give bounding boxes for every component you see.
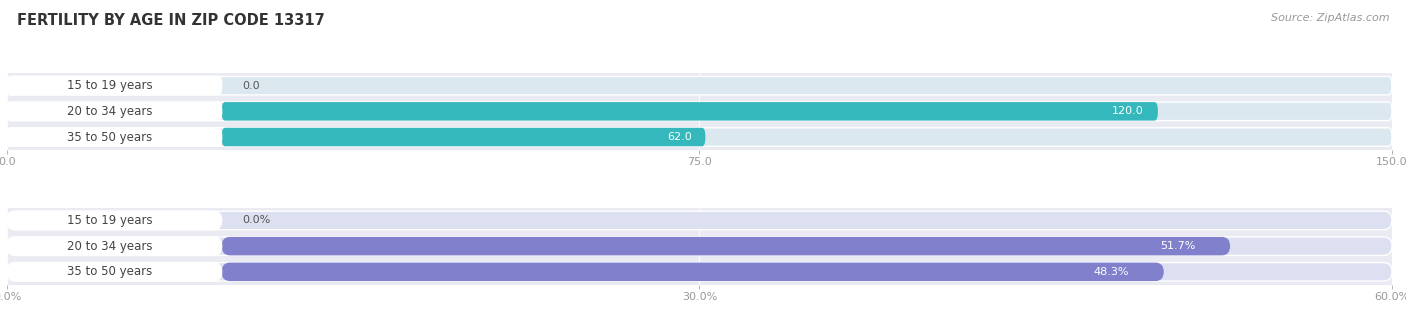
FancyBboxPatch shape [7, 102, 222, 120]
FancyBboxPatch shape [7, 262, 1392, 281]
Text: 48.3%: 48.3% [1094, 267, 1129, 277]
FancyBboxPatch shape [222, 102, 1159, 120]
Text: FERTILITY BY AGE IN ZIP CODE 13317: FERTILITY BY AGE IN ZIP CODE 13317 [17, 13, 325, 28]
Text: 15 to 19 years: 15 to 19 years [67, 79, 153, 92]
FancyBboxPatch shape [222, 237, 1230, 256]
FancyBboxPatch shape [222, 128, 706, 146]
FancyBboxPatch shape [7, 76, 222, 95]
Text: 0.0: 0.0 [242, 81, 260, 91]
Text: 20 to 34 years: 20 to 34 years [67, 105, 153, 118]
FancyBboxPatch shape [7, 102, 1392, 120]
Text: Source: ZipAtlas.com: Source: ZipAtlas.com [1271, 13, 1389, 23]
Text: 35 to 50 years: 35 to 50 years [67, 130, 153, 144]
FancyBboxPatch shape [7, 237, 222, 256]
Text: 35 to 50 years: 35 to 50 years [67, 265, 153, 278]
Text: 120.0: 120.0 [1112, 106, 1144, 116]
FancyBboxPatch shape [7, 262, 222, 281]
Text: 62.0: 62.0 [666, 132, 692, 142]
FancyBboxPatch shape [222, 262, 1164, 281]
FancyBboxPatch shape [7, 128, 1392, 146]
Text: 20 to 34 years: 20 to 34 years [67, 240, 153, 253]
FancyBboxPatch shape [7, 128, 222, 146]
Text: 15 to 19 years: 15 to 19 years [67, 214, 153, 227]
FancyBboxPatch shape [7, 76, 1392, 95]
FancyBboxPatch shape [7, 211, 222, 230]
Text: 0.0%: 0.0% [242, 215, 271, 225]
FancyBboxPatch shape [7, 237, 1392, 256]
FancyBboxPatch shape [7, 211, 1392, 230]
Text: 51.7%: 51.7% [1160, 241, 1195, 251]
